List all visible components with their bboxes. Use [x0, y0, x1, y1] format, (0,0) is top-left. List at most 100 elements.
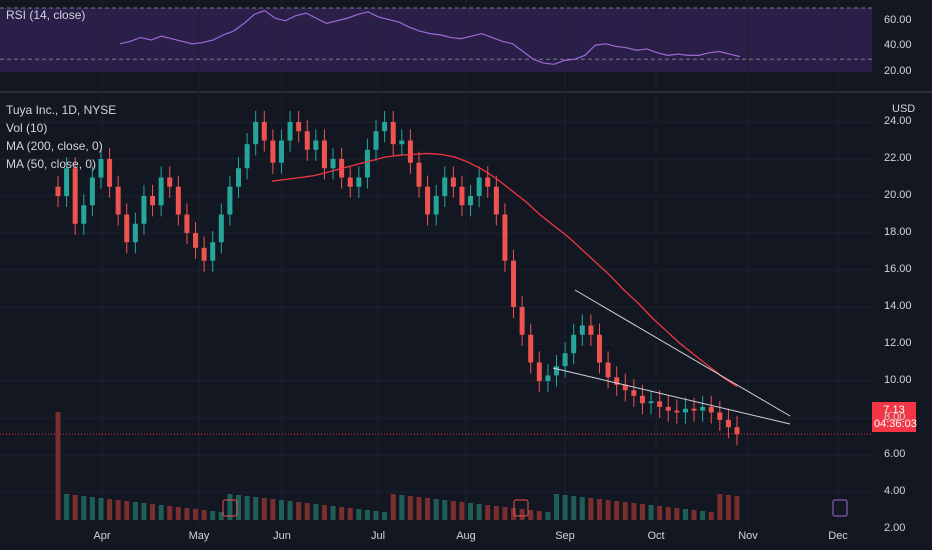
volume-bar	[356, 509, 362, 520]
volume-bar	[622, 502, 628, 520]
candle	[175, 186, 181, 215]
volume-bar	[562, 495, 568, 520]
price-tick-label: 2.00	[884, 522, 906, 534]
volume-bar	[390, 494, 396, 520]
volume-bar	[278, 500, 284, 520]
candle	[270, 140, 276, 163]
candle	[313, 140, 319, 150]
candle	[347, 177, 353, 187]
volume-bar	[373, 511, 379, 520]
candle	[321, 140, 327, 169]
candle	[261, 122, 267, 141]
candle	[579, 325, 585, 335]
rsi-line	[119, 9, 741, 65]
candle	[545, 375, 551, 381]
candle	[150, 196, 156, 206]
candle	[390, 122, 396, 145]
candle	[407, 140, 413, 163]
volume-bar	[639, 504, 645, 520]
volume-bar	[708, 512, 714, 520]
candle	[98, 159, 104, 178]
rsi-legend[interactable]: RSI (14, close)	[6, 8, 86, 22]
volume-bar	[588, 498, 594, 520]
candle	[218, 214, 224, 243]
candle	[210, 242, 216, 261]
volume-bar	[253, 497, 259, 520]
volume-bar	[64, 494, 70, 520]
vol-legend[interactable]: Vol (10)	[6, 121, 48, 135]
volume-bar	[416, 497, 422, 520]
candle	[399, 140, 405, 145]
volume-bar	[287, 501, 293, 520]
candle	[708, 406, 714, 413]
volume-bar	[734, 496, 740, 520]
volume-bar	[210, 511, 216, 520]
candle	[193, 233, 199, 248]
volume-bar	[304, 503, 310, 520]
price-tick-label: 6.00	[884, 448, 906, 460]
candle	[373, 131, 379, 150]
candle	[55, 186, 61, 196]
rsi-tick-label: 60.00	[884, 13, 912, 26]
candle	[476, 177, 482, 196]
volume-bar	[270, 499, 276, 520]
last-price: 7.13	[883, 404, 905, 416]
candle	[89, 177, 95, 206]
candle	[278, 140, 284, 163]
candle	[287, 122, 293, 141]
price-tick-label: 18.00	[884, 226, 912, 238]
candle	[682, 408, 688, 413]
candle	[691, 408, 697, 411]
candle	[639, 395, 645, 404]
volume-bar	[227, 494, 233, 520]
candle	[459, 186, 465, 206]
ma50-legend[interactable]: MA (50, close, 0)	[6, 157, 97, 171]
candle	[227, 186, 233, 215]
price-tick-label: 22.00	[884, 152, 912, 164]
volume-bar	[330, 506, 336, 520]
volume-bar	[244, 496, 250, 520]
candle	[235, 168, 241, 187]
volume-bar	[425, 498, 431, 520]
candle	[124, 214, 130, 243]
volume-bar	[81, 496, 87, 520]
ma200-legend[interactable]: MA (200, close, 0)	[6, 139, 103, 153]
price-tick-label: 4.00	[884, 485, 906, 497]
volume-bar	[476, 504, 482, 520]
volume-bar	[321, 505, 327, 520]
candle	[614, 377, 620, 385]
wedge-upper-line	[574, 289, 791, 417]
candle	[657, 401, 663, 407]
volume-bar	[502, 507, 508, 520]
volume-bar	[55, 412, 61, 520]
candle	[536, 362, 542, 381]
time-tick-label: Jun	[273, 530, 291, 542]
candle	[304, 131, 310, 150]
time-tick-label: Apr	[93, 530, 111, 542]
price-tick-label: 24.00	[884, 115, 912, 127]
candle	[485, 177, 491, 187]
candle	[511, 260, 517, 307]
volume-bar	[201, 510, 207, 520]
volume-bar	[364, 510, 370, 520]
candle	[468, 196, 474, 206]
candle	[244, 144, 250, 169]
candle	[356, 177, 362, 187]
volume-bar	[115, 500, 121, 520]
volume-bar	[493, 506, 499, 520]
volume-bar	[485, 505, 491, 520]
candle	[562, 353, 568, 367]
symbol-legend[interactable]: Tuya Inc., 1D, NYSE	[6, 103, 117, 117]
candle	[502, 214, 508, 261]
candle	[141, 196, 147, 224]
volume-bar	[682, 509, 688, 520]
time-tick-label: Oct	[647, 530, 665, 542]
candle	[115, 186, 121, 215]
volume-bar	[519, 509, 525, 520]
rsi-tick-label: 40.00	[884, 39, 912, 52]
volume-bar	[571, 496, 577, 520]
candle	[450, 177, 456, 187]
volume-bar	[193, 509, 199, 520]
wedge-lower-line	[552, 367, 791, 425]
